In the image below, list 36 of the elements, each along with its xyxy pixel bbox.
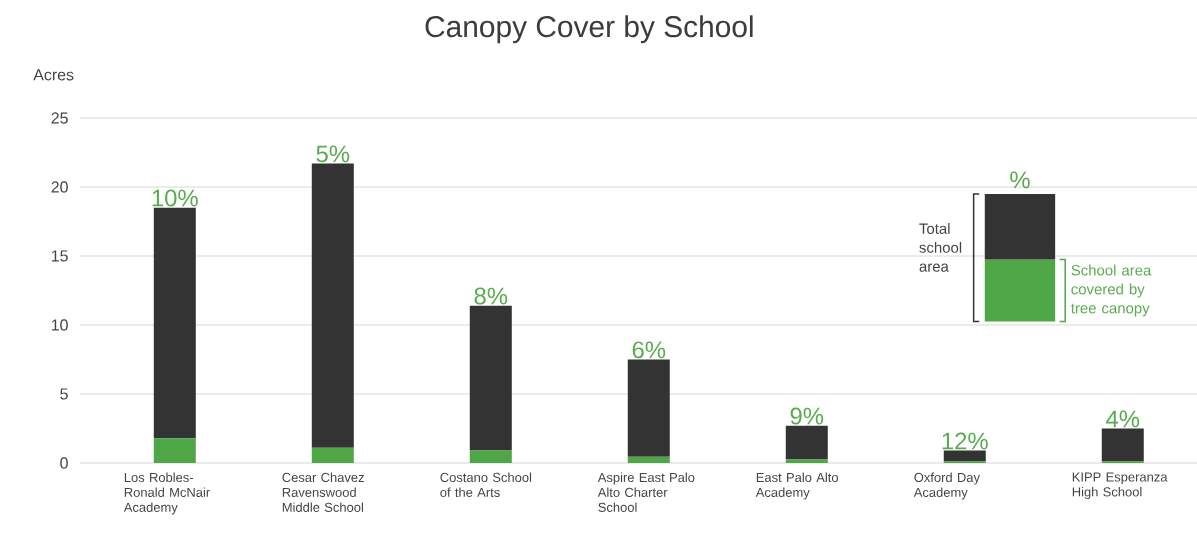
annotation: % — [1010, 171, 1030, 189]
y-tick-label: 15 — [51, 250, 68, 262]
y-tick-label: 25 — [51, 112, 68, 124]
bar — [469, 450, 512, 463]
chart-title: Canopy Cover by School — [425, 15, 753, 44]
x-tick-label: Aspire East Palo Alto Charter School — [597, 472, 695, 512]
annotation: 4% — [1106, 410, 1140, 428]
y-tick-label: 0 — [60, 457, 68, 469]
x-tick-label: Costano School of the Arts — [440, 472, 532, 497]
x-tick-label: KIPP Esperanza High School — [1072, 472, 1168, 500]
text: School area covered by tree canopy — [1070, 264, 1152, 317]
annotation: 5% — [316, 145, 350, 163]
annotation: 10% — [152, 189, 198, 207]
bar — [153, 438, 196, 463]
bar — [469, 305, 512, 451]
bar — [153, 207, 196, 439]
x-tick-label: Oxford Day Academy — [913, 472, 980, 500]
bar — [627, 359, 670, 457]
bar — [943, 450, 986, 462]
annotation: 12% — [942, 432, 988, 450]
annotation: 8% — [474, 287, 508, 305]
text: Total school area — [919, 222, 962, 272]
bar — [311, 447, 354, 463]
bar — [627, 456, 670, 463]
y-tick-label: 20 — [51, 181, 68, 193]
x-tick-label: East Palo Alto Academy — [755, 472, 838, 500]
x-tick-label: Cesar Chavez Ravenswood Middle School — [282, 472, 364, 512]
annotation: 9% — [790, 407, 824, 425]
annotation: 6% — [632, 341, 666, 359]
x-tick-label: Los Robles-Ronald McNair Academy — [123, 472, 210, 515]
bar — [311, 163, 354, 448]
bar — [1101, 428, 1144, 462]
y-tick-label: 5 — [60, 388, 68, 400]
bar — [785, 425, 828, 460]
y-axis-title: Acres — [33, 69, 74, 81]
y-tick-label: 10 — [51, 319, 68, 331]
